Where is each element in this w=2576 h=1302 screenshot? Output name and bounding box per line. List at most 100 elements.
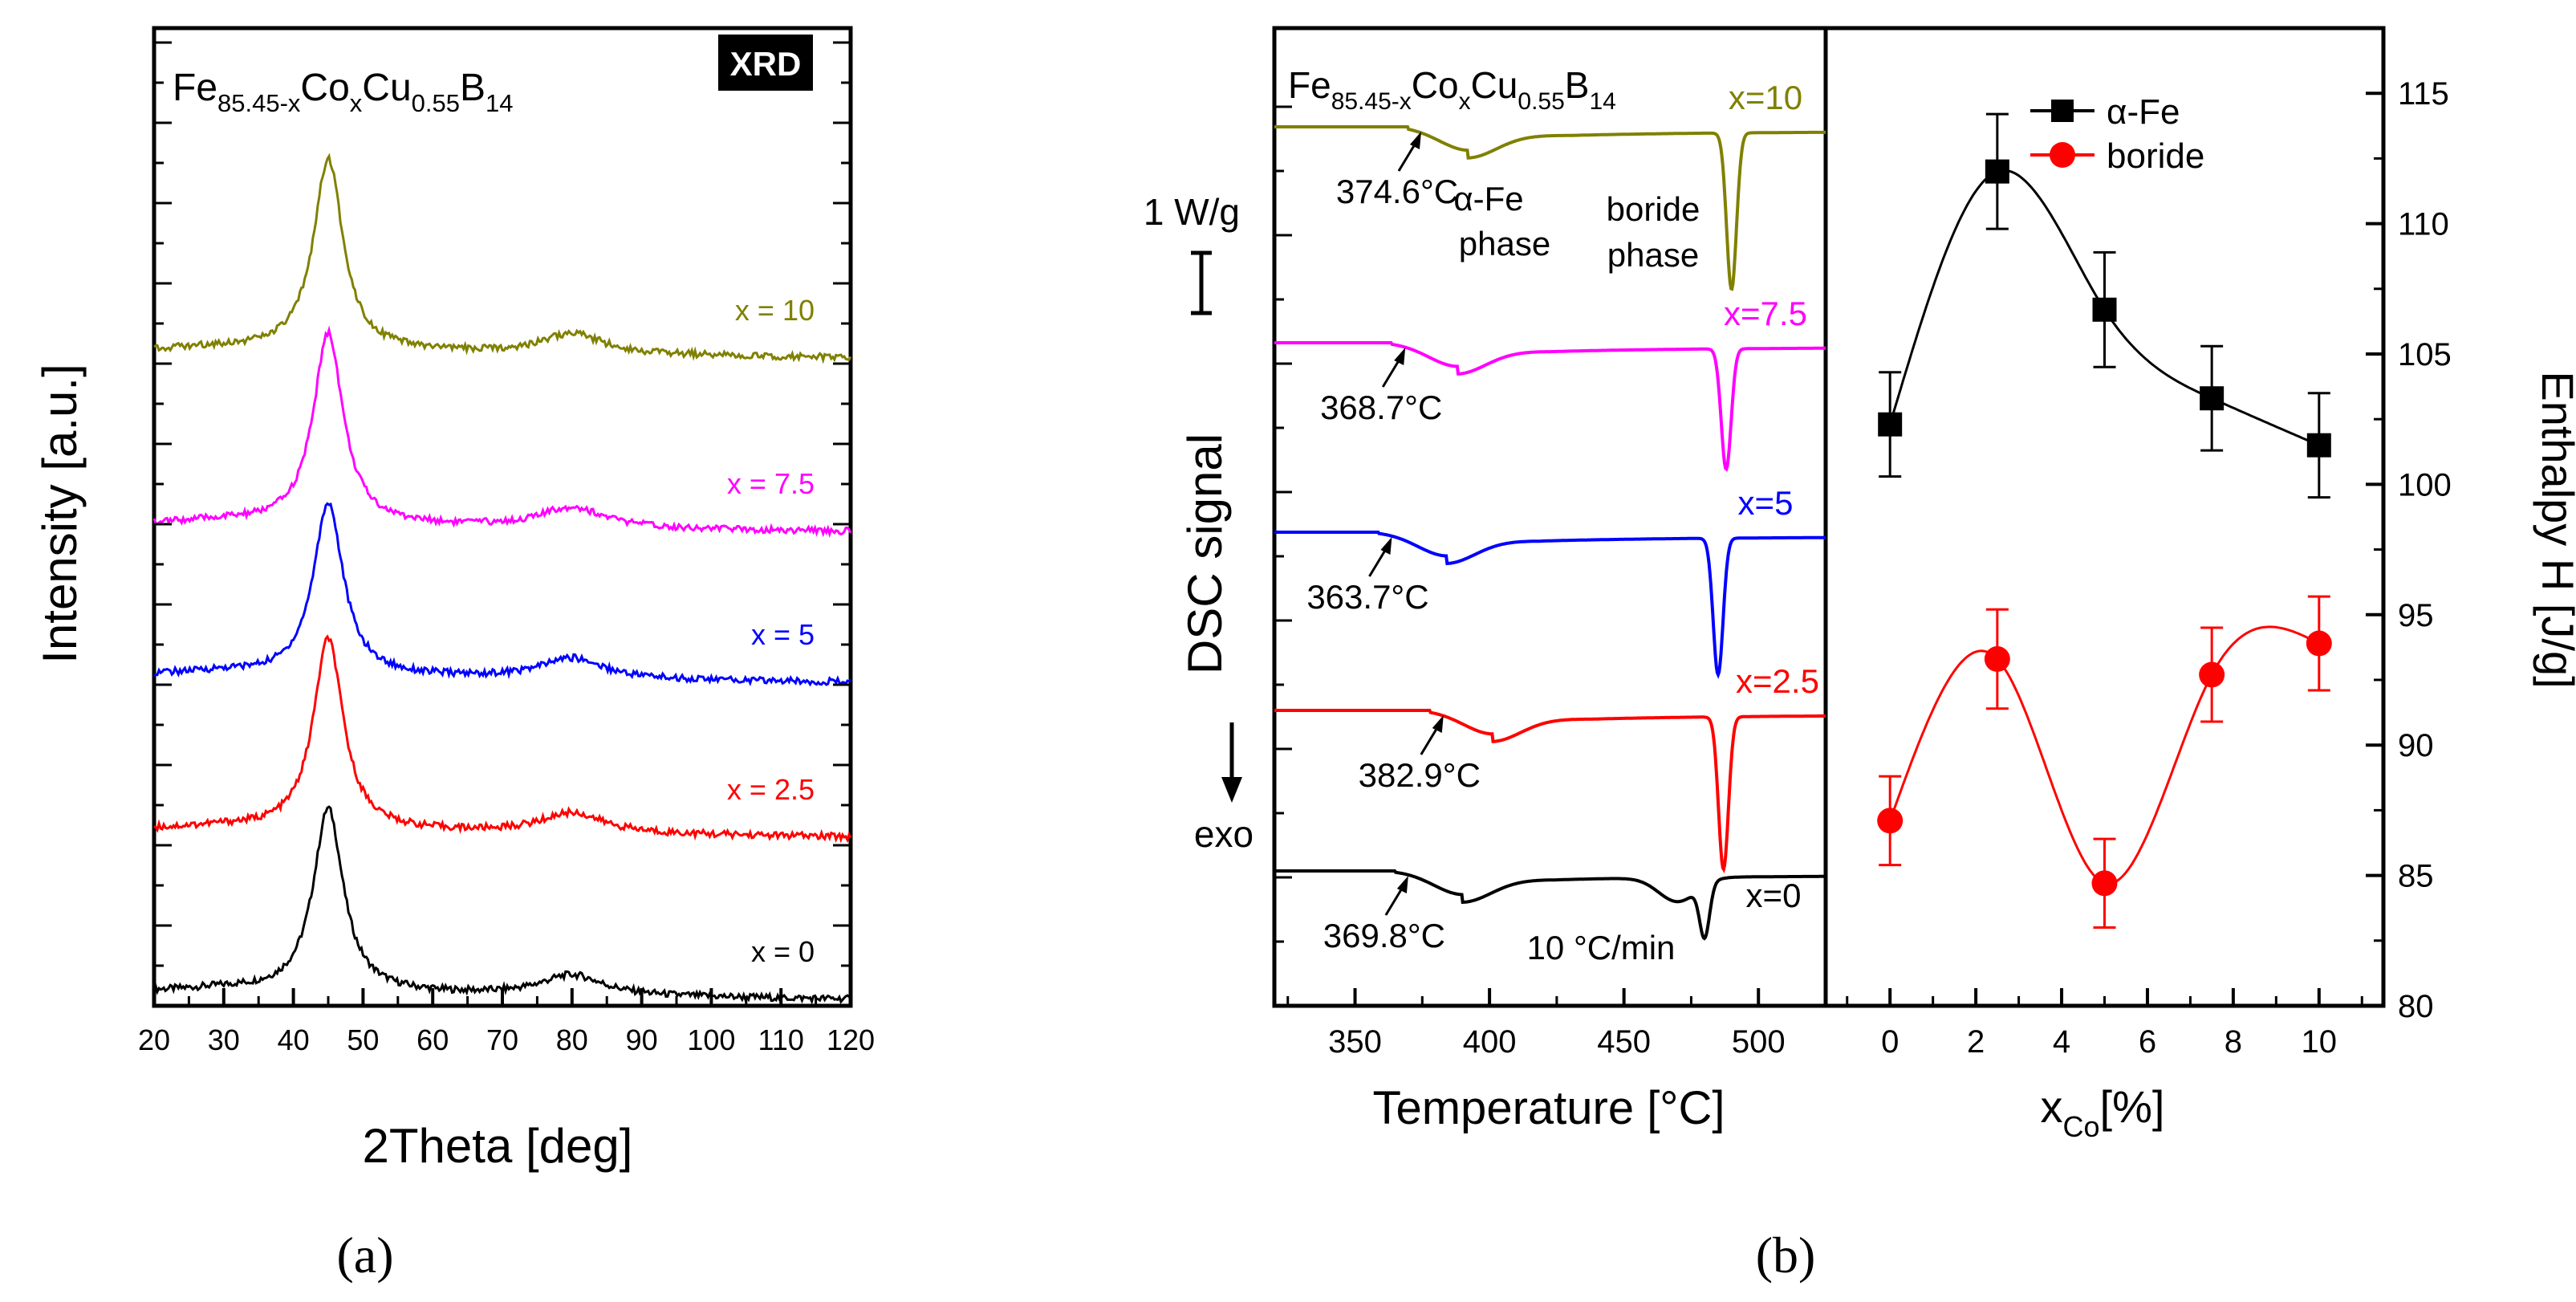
dsc-curve-1	[1274, 341, 1826, 472]
dsc-scale-bar-label: 1 W/g	[1144, 191, 1240, 233]
enthalpy-ticks: 0 2 4 6 8 10 80 85 90 95 100 105 110 115	[1846, 26, 2452, 1060]
boride-point	[2091, 870, 2118, 897]
alpha-fe-point	[1985, 159, 2009, 184]
xrd-x-tick-label: 20	[138, 1023, 170, 1056]
exo-label: exo	[1194, 813, 1253, 855]
enthalpy-x-tick-label: 4	[2053, 1024, 2070, 1060]
alpha-fe-point	[2306, 433, 2331, 458]
enthalpy-x-axis-label: xCo[%]	[2041, 1081, 2165, 1143]
enthalpy-y-tick-label: 105	[2398, 337, 2452, 372]
enthalpy-x-tick-label: 10	[2302, 1024, 2338, 1060]
dsc-plot-frame	[1272, 26, 2386, 1008]
heating-rate-label: 10 °C/min	[1527, 929, 1676, 966]
dsc-x-tick-label: 450	[1597, 1024, 1651, 1060]
xrd-x-tick-label: 30	[208, 1023, 240, 1056]
enthalpy-y-tick-label: 80	[2398, 989, 2434, 1024]
xrd-x-tick-label: 50	[347, 1023, 379, 1056]
xrd-x-tick-label: 120	[827, 1023, 875, 1056]
onset-label-4: 369.8°C	[1323, 917, 1445, 954]
dsc-series-label-2: x=5	[1738, 484, 1794, 522]
panel-label-a: (a)	[336, 1227, 393, 1284]
xrd-series-label-1: x = 2.5	[727, 773, 815, 806]
boride-point	[1984, 646, 2010, 673]
boride-phase-label-1: boride	[1607, 190, 1700, 228]
onset-arrow-head	[1432, 715, 1444, 733]
xrd-series-label-4: x = 10	[735, 294, 815, 327]
xrd-series-label-0: x = 0	[751, 935, 815, 968]
xrd-curve-2	[153, 502, 852, 687]
enthalpy-y-tick-label: 100	[2398, 467, 2452, 502]
xrd-plot-frame	[152, 26, 853, 1008]
boride-point	[1877, 808, 1904, 834]
xrd-curves	[152, 153, 852, 1005]
dsc-series-label-0: x=10	[1729, 79, 1802, 116]
boride-point	[2199, 661, 2225, 688]
dsc-x-tick-label: 400	[1463, 1024, 1517, 1060]
xrd-curve-4	[153, 153, 852, 364]
dsc-annotations: x=10 374.6°C x=7.5 368.7°C x=5 363.7°C x=2.5 38…	[1306, 79, 1819, 966]
xrd-y-ticks	[154, 41, 851, 967]
alpha-fe-point	[1878, 412, 1903, 437]
enthalpy-legend: α-Fe boride	[2030, 92, 2204, 176]
xrd-x-tick-label: 100	[687, 1023, 735, 1056]
dsc-x-tick-label: 500	[1732, 1024, 1786, 1060]
onset-arrow-head	[1409, 132, 1421, 149]
xrd-x-tick-label: 60	[416, 1023, 449, 1056]
dsc-chart: 350 400 450 500 x=10374.6°Cx=7.5368.7°Cx=53…	[1144, 26, 2576, 1143]
panel-label-b: (b)	[1756, 1227, 1816, 1284]
dsc-curve-0	[1274, 125, 1826, 291]
dsc-x-tick-label: 350	[1328, 1024, 1382, 1060]
onset-label-2: 363.7°C	[1306, 578, 1428, 616]
onset-arrow-head	[1394, 348, 1406, 365]
enthalpy-x-tick-label: 0	[1881, 1024, 1899, 1060]
xrd-x-tick-label: 110	[758, 1023, 803, 1056]
onset-label-3: 382.9°C	[1359, 756, 1481, 794]
legend-alpha-fe: α-Fe	[2107, 92, 2180, 132]
xrd-curve-3	[152, 325, 852, 539]
dsc-scale-bar	[1191, 250, 1212, 315]
dsc-curve-4	[1274, 869, 1826, 941]
onset-arrow-head	[1396, 876, 1408, 893]
enthalpy-series	[1877, 112, 2332, 930]
enthalpy-y-tick-label: 95	[2398, 598, 2434, 633]
dsc-composition-label: Fe85.45-xCoxCu0.55B14	[1288, 64, 1616, 115]
xrd-composition-label: Fe85.45-xCoxCu0.55B14	[173, 67, 513, 117]
dsc-curve-2	[1274, 531, 1826, 679]
alpha-fe-point	[2200, 386, 2225, 411]
xrd-chart: 20 30 40 50 60 70 80 90 100 110 120 x = 0 x = 2.5 x …	[33, 26, 875, 1173]
onset-label-1: 368.7°C	[1320, 389, 1442, 426]
dsc-x-axis-label: Temperature [°C]	[1372, 1082, 1725, 1134]
boride-point	[2306, 630, 2332, 657]
enthalpy-x-tick-label: 8	[2225, 1024, 2242, 1060]
enthalpy-y-tick-label: 85	[2398, 859, 2434, 894]
xrd-ticks: 20 30 40 50 60 70 80 90 100 110 120	[138, 988, 875, 1056]
enthalpy-y-tick-label: 115	[2398, 76, 2449, 112]
xrd-x-tick-label: 90	[626, 1023, 658, 1056]
enthalpy-y-axis-label: Enthalpy H [J/g]	[2533, 371, 2576, 688]
xrd-series-labels: x = 0 x = 2.5 x = 5 x = 7.5 x = 10	[727, 294, 815, 968]
enthalpy-x-tick-label: 6	[2139, 1024, 2156, 1060]
boride-phase-label-2: phase	[1607, 236, 1699, 274]
xrd-x-axis-label: 2Theta [deg]	[363, 1119, 633, 1173]
enthalpy-y-tick-label: 110	[2398, 207, 2449, 242]
dsc-series-label-4: x=0	[1746, 877, 1802, 914]
alpha-phase-label-1: α-Fe	[1453, 180, 1523, 218]
onset-arrow-head	[1380, 537, 1392, 555]
xrd-x-tick-label: 40	[278, 1023, 310, 1056]
exo-arrow	[1221, 722, 1242, 803]
dsc-y-axis-label: DSC signal	[1178, 433, 1232, 674]
alpha-fe-point	[2092, 297, 2117, 322]
xrd-series-label-3: x = 7.5	[727, 467, 815, 500]
dsc-curve-3	[1274, 709, 1826, 874]
dsc-curves	[1274, 125, 1826, 941]
xrd-x-tick-label: 80	[556, 1023, 588, 1056]
xrd-curve-1	[153, 634, 852, 844]
dsc-series-label-1: x=7.5	[1724, 295, 1807, 332]
legend-boride: boride	[2107, 136, 2204, 176]
alpha-phase-label-2: phase	[1459, 225, 1550, 262]
dsc-ticks: 350 400 450 500	[1274, 105, 1827, 1060]
xrd-y-axis-label: Intensity [a.u.]	[33, 364, 87, 664]
onset-label-0: 374.6°C	[1336, 173, 1458, 210]
xrd-x-tick-label: 70	[486, 1023, 518, 1056]
